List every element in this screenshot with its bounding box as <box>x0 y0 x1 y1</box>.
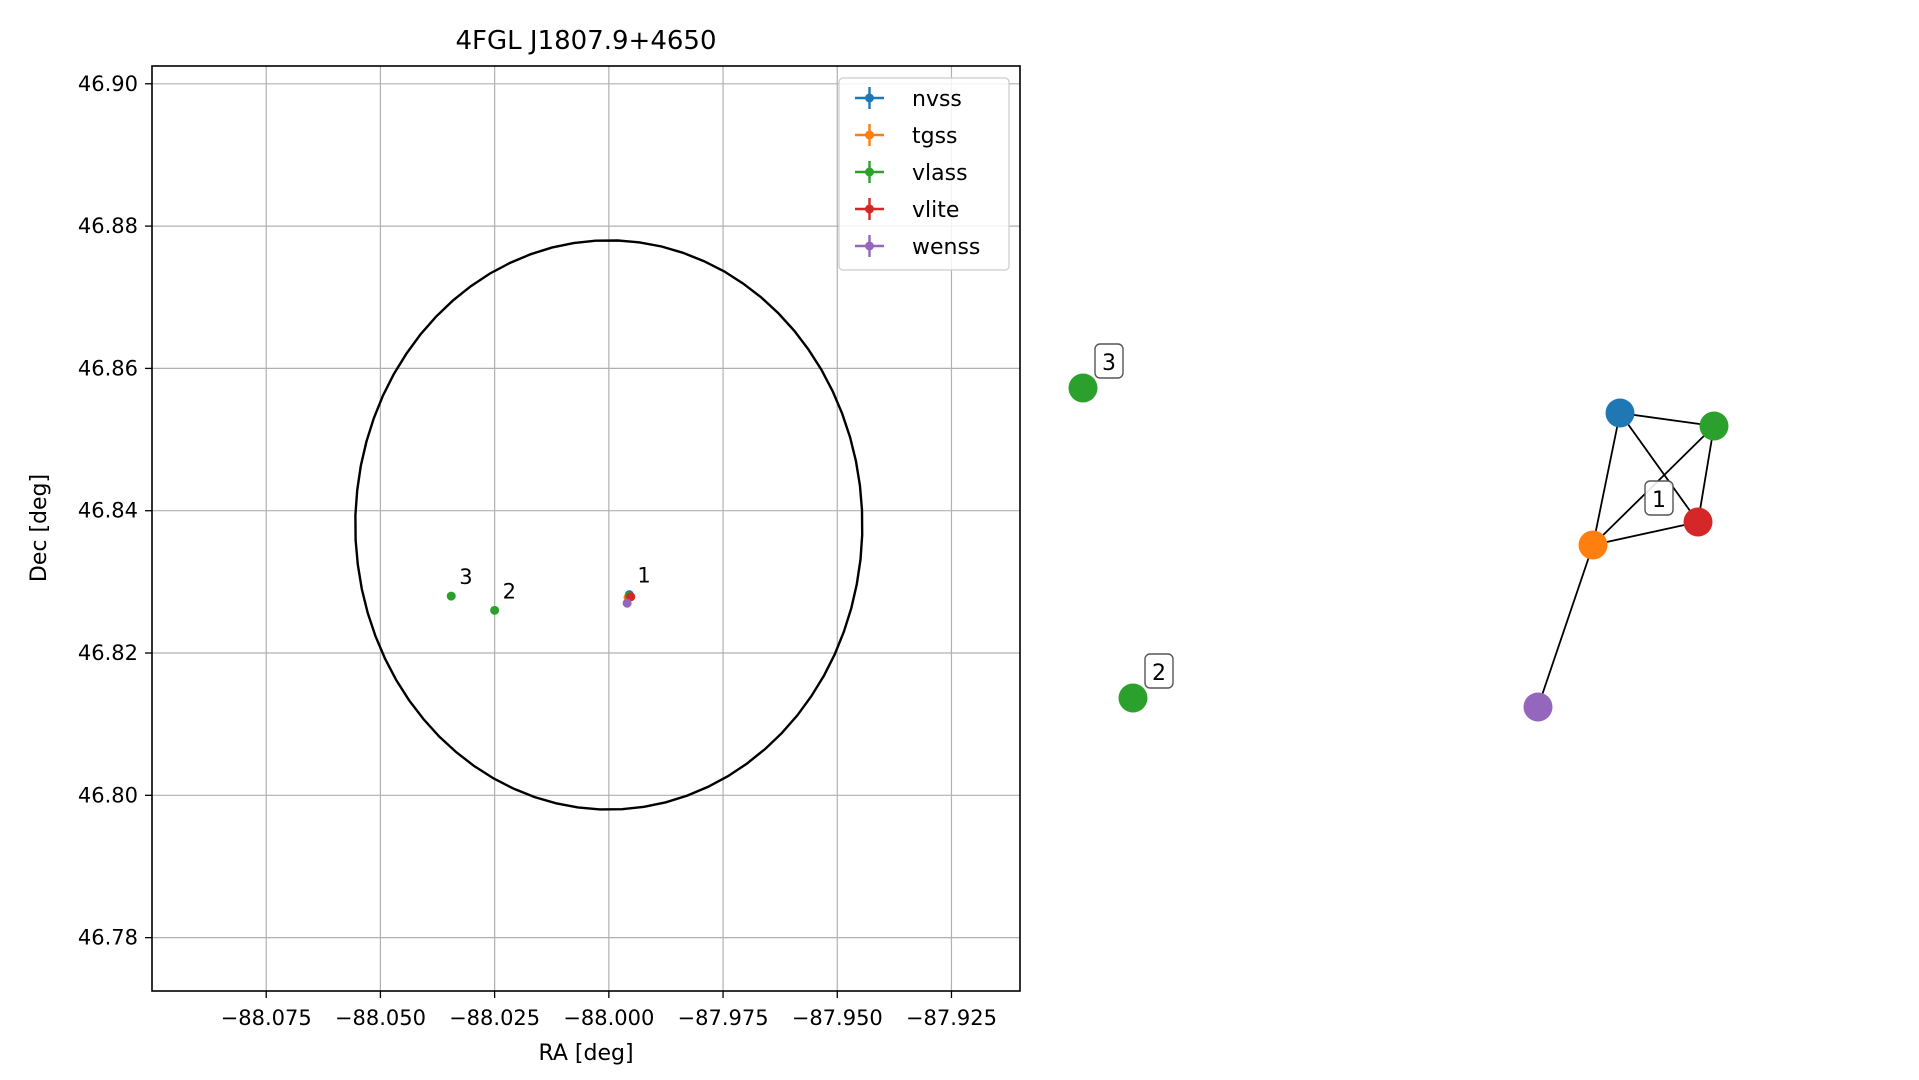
legend-label: wenss <box>912 235 980 260</box>
y-tick-label: 46.82 <box>78 641 138 665</box>
chart-title: 4FGL J1807.9+4650 <box>456 26 717 56</box>
graph-edge-nvss-vlite <box>1619 412 1699 523</box>
point-label: 2 <box>503 579 516 603</box>
legend-entries: nvss tgss vlass vlite wenss <box>855 87 980 260</box>
x-axis-label: RA [deg] <box>538 1041 633 1066</box>
graph-label: 2 <box>1144 653 1174 689</box>
legend-entry-nvss: nvss <box>855 87 962 112</box>
graph-node-wenss <box>1523 692 1553 722</box>
x-tick-label: −88.025 <box>449 1006 540 1030</box>
data-points <box>446 590 636 615</box>
graph-label-text: 3 <box>1102 351 1116 376</box>
graph-label-text: 1 <box>1652 488 1666 513</box>
legend-marker <box>865 204 874 214</box>
legend-label: tgss <box>912 124 958 149</box>
y-tick-label: 46.84 <box>78 499 138 523</box>
legend-marker <box>865 167 874 177</box>
grid-lines <box>152 66 1020 991</box>
point-label: 3 <box>459 565 472 589</box>
y-tick-label: 46.86 <box>78 356 138 380</box>
legend-label: vlite <box>912 198 959 223</box>
data-point-vlass <box>446 591 456 601</box>
graph-edge-nvss-tgss <box>1592 412 1621 546</box>
graph-node-n3 <box>1068 373 1098 403</box>
x-tick-label: −88.050 <box>335 1006 426 1030</box>
legend-entry-vlass: vlass <box>855 161 968 186</box>
error-ellipse-layer <box>354 239 864 811</box>
y-tick-label: 46.88 <box>78 214 138 238</box>
legend-marker <box>865 130 874 140</box>
x-axis-ticks: −88.075 −88.050 −88.025 −88.000 −87.975 −87.9… <box>221 991 997 1030</box>
graph-label: 3 <box>1094 343 1124 379</box>
graph-label-box <box>1094 343 1124 379</box>
legend-label: vlass <box>912 161 968 186</box>
graph-edge-vlass-vlite <box>1697 425 1715 523</box>
legend-marker <box>865 93 874 103</box>
graph-edge-tgss-vlite <box>1592 521 1699 546</box>
graph-nodes <box>1068 373 1729 722</box>
data-point-wenss <box>622 598 632 608</box>
legend-entry-vlite: vlite <box>855 198 959 223</box>
x-tick-label: −87.950 <box>792 1006 883 1030</box>
graph-label-box <box>1644 480 1674 516</box>
graph-node-tgss <box>1578 530 1608 560</box>
legend-entry-wenss: wenss <box>855 235 980 260</box>
x-tick-label: −88.075 <box>221 1006 312 1030</box>
point-labels: 1 2 3 <box>459 564 651 604</box>
graph-label-text: 2 <box>1152 661 1166 686</box>
legend: nvss tgss vlass vlite wenss <box>838 77 1010 271</box>
graph-node-labels: 3 2 1 <box>1094 343 1674 689</box>
graph-edge-tgss-wenss <box>1537 544 1594 708</box>
x-tick-label: −87.975 <box>678 1006 769 1030</box>
legend-marker <box>865 241 874 251</box>
y-axis-ticks: 46.78 46.80 46.82 46.84 46.86 46.88 46.90 <box>78 72 152 950</box>
x-tick-label: −88.000 <box>563 1006 654 1030</box>
point-label: 1 <box>637 564 650 588</box>
y-tick-label: 46.90 <box>78 72 138 96</box>
plot-frame <box>151 65 1021 992</box>
network-graph: 3 2 1 <box>1068 343 1729 722</box>
graph-node-vlass <box>1699 411 1729 441</box>
legend-label: nvss <box>912 87 962 112</box>
data-point-vlass <box>490 605 500 615</box>
graph-edges <box>1537 412 1715 708</box>
graph-node-vlite <box>1683 507 1713 537</box>
scatter-plot: 123 −88.075 −88.050 −88.025 −88.000 −87.975−… <box>27 26 1021 1066</box>
x-tick-label: −87.925 <box>906 1006 997 1030</box>
y-tick-label: 46.78 <box>78 926 138 950</box>
graph-edge-nvss-vlass <box>1619 412 1715 427</box>
graph-node-n2 <box>1118 683 1148 713</box>
error-ellipse <box>354 239 864 811</box>
graph-node-nvss <box>1605 398 1635 428</box>
graph-label: 1 <box>1644 480 1674 516</box>
y-tick-label: 46.80 <box>78 783 138 807</box>
legend-entry-tgss: tgss <box>855 124 958 149</box>
y-axis-label: Dec [deg] <box>27 474 52 582</box>
graph-label-box <box>1144 653 1174 689</box>
legend-box <box>838 77 1010 271</box>
